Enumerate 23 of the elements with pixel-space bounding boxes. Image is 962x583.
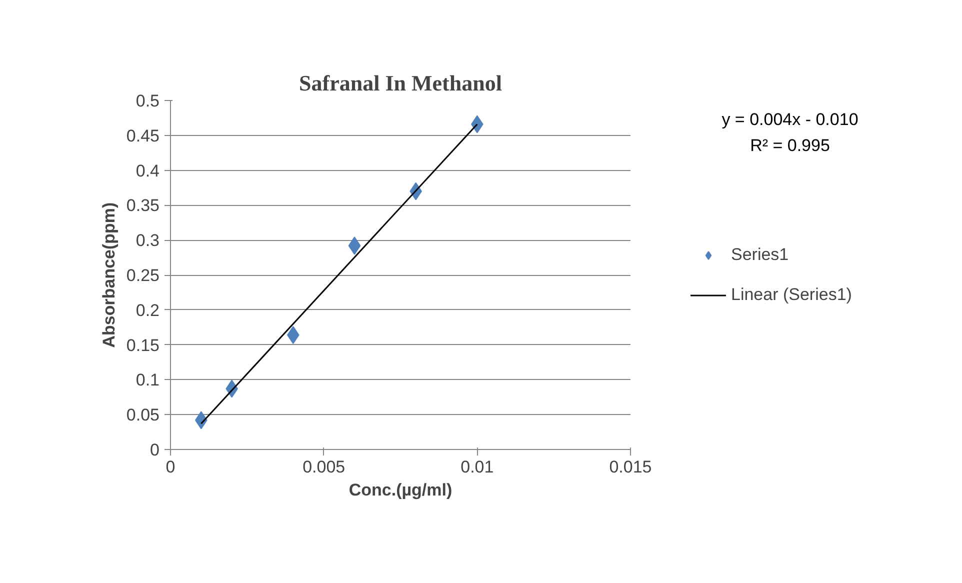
legend-label: Linear (Series1)	[731, 284, 852, 304]
legend-label: Series1	[731, 244, 789, 264]
y-tick-label: 0.05	[126, 406, 160, 425]
chart-title: Safranal In Methanol	[299, 70, 502, 96]
x-tick-label: 0.005	[302, 458, 346, 476]
y-tick-label: 0.25	[126, 266, 160, 285]
y-tick-label: 0.1	[136, 370, 160, 390]
y-tick-label: 0.4	[136, 161, 160, 180]
annotation: y = 0.004x - 0.010	[720, 110, 860, 130]
annotation: R² = 0.995	[749, 136, 831, 156]
y-tick-label: 0.3	[136, 231, 160, 250]
y-tick-label: 0.2	[136, 300, 160, 320]
y-tick-label: 0.15	[126, 336, 160, 355]
y-tick-label: 0.45	[126, 126, 160, 146]
y-tick-label: 0.35	[126, 196, 160, 216]
y-tick-label: 0	[150, 440, 160, 460]
x-axis-title: Conc.(µg/ml)	[348, 480, 452, 500]
point	[348, 236, 361, 255]
y-axis-title: Absorbance(ppm)	[99, 202, 118, 348]
x-tick-label: 0.015	[609, 458, 652, 476]
x-tick-label: 0	[166, 458, 176, 476]
y-tick-label: 0.5	[136, 92, 160, 110]
x-tick-label: 0.01	[460, 458, 494, 476]
